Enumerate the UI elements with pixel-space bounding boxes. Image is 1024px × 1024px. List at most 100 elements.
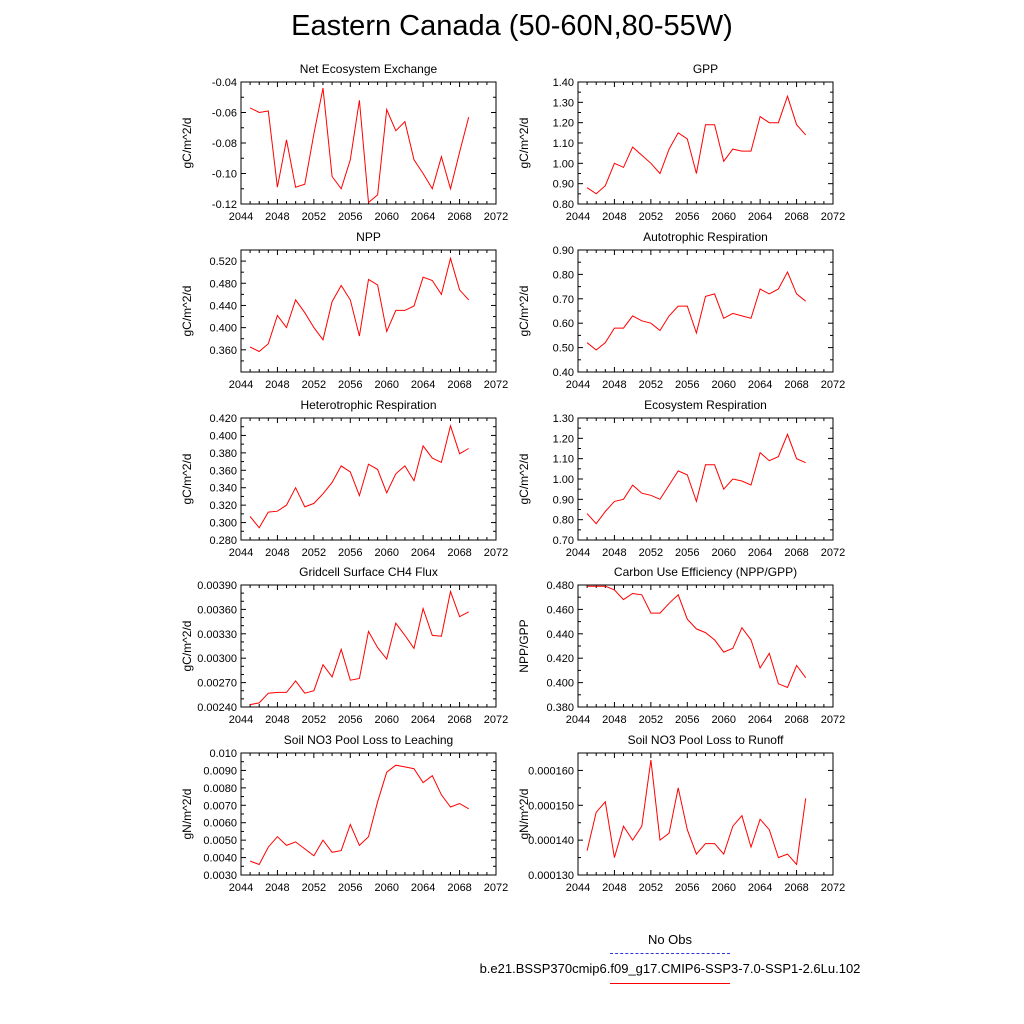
legend-obs-line: [610, 953, 730, 954]
legend-obs-label: No Obs: [647, 932, 693, 947]
x-tick-label: 2052: [302, 714, 326, 726]
x-tick-label: 2048: [265, 547, 289, 559]
x-tick-label: 2060: [374, 882, 398, 894]
y-tick-label: 1.00: [553, 158, 574, 170]
x-tick-label: 2052: [639, 379, 663, 391]
plot-frame: [240, 249, 497, 373]
panel-title: Ecosystem Respiration: [644, 398, 767, 412]
x-tick-label: 2072: [821, 882, 845, 894]
y-tick-label: 0.360: [209, 465, 237, 477]
plot-frame: [577, 249, 834, 373]
x-tick-label: 2072: [821, 547, 845, 559]
panel-title: Carbon Use Efficiency (NPP/GPP): [614, 565, 797, 579]
y-tick-label: 0.480: [209, 278, 237, 290]
panel-nee: 2044 2048 2052 2056 2060 2064 2068 2072 -0.12 -0.…: [180, 62, 508, 223]
x-tick-label: 2072: [484, 547, 508, 559]
x-tick-label: 2060: [374, 211, 398, 223]
y-axis-label: gC/m^2/d: [180, 286, 194, 337]
x-tick-label: 2056: [675, 379, 699, 391]
x-tick-label: 2044: [229, 882, 253, 894]
x-tick-label: 2052: [639, 882, 663, 894]
figure-title: Eastern Canada (50-60N,80-55W): [291, 10, 733, 42]
x-tick-label: 2068: [447, 714, 471, 726]
x-tick-label: 2060: [711, 211, 735, 223]
x-tick-label: 2052: [639, 211, 663, 223]
y-tick-label: 1.20: [553, 118, 574, 130]
y-tick-label: 1.40: [553, 77, 574, 89]
y-tick-label: 0.00300: [197, 653, 237, 665]
y-tick-label: 1.10: [553, 454, 574, 466]
y-tick-label: 0.460: [546, 604, 574, 616]
panel-leach: 2044 2048 2052 2056 2060 2064 2068 2072 0.0030 0.…: [180, 733, 508, 894]
x-tick-label: 2044: [566, 379, 590, 391]
x-tick-label: 2048: [265, 379, 289, 391]
y-tick-label: 0.420: [546, 653, 574, 665]
x-tick-label: 2048: [602, 547, 626, 559]
panel-title: GPP: [693, 62, 718, 76]
plot-frame: [240, 752, 497, 876]
y-tick-label: 0.60: [553, 318, 574, 330]
x-tick-label: 2060: [711, 714, 735, 726]
x-tick-label: 2060: [711, 379, 735, 391]
y-tick-label: 0.80: [553, 269, 574, 281]
x-tick-label: 2064: [748, 379, 772, 391]
x-tick-label: 2048: [602, 714, 626, 726]
x-tick-label: 2060: [374, 379, 398, 391]
y-axis-label: gN/m^2/d: [517, 789, 531, 840]
y-tick-label: 0.0030: [203, 870, 237, 882]
x-tick-label: 2052: [302, 547, 326, 559]
panel-runoff: 2044 2048 2052 2056 2060 2064 2068 2072 0.000130…: [517, 733, 845, 894]
x-tick-label: 2064: [411, 882, 435, 894]
y-tick-label: 0.420: [209, 413, 237, 425]
x-tick-label: 2056: [338, 882, 362, 894]
panel-title: NPP: [356, 230, 381, 244]
y-axis-label: gC/m^2/d: [180, 454, 194, 505]
x-tick-label: 2056: [675, 211, 699, 223]
x-tick-label: 2056: [338, 714, 362, 726]
x-tick-label: 2052: [302, 882, 326, 894]
y-tick-label: 0.00390: [197, 580, 237, 592]
y-tick-label: 0.00330: [197, 629, 237, 641]
panel-title: Soil NO3 Pool Loss to Leaching: [284, 733, 453, 747]
x-tick-label: 2072: [821, 379, 845, 391]
y-tick-label: 0.0050: [203, 835, 237, 847]
plot-frame: [240, 417, 497, 541]
y-tick-label: 0.90: [553, 494, 574, 506]
panel-title: Net Ecosystem Exchange: [300, 62, 438, 76]
y-tick-label: 1.10: [553, 138, 574, 150]
y-tick-label: 0.0040: [203, 853, 237, 865]
panel-ar: 2044 2048 2052 2056 2060 2064 2068 2072 0.40 0.50…: [517, 230, 845, 391]
x-tick-label: 2064: [748, 547, 772, 559]
series-line-nee: [249, 88, 470, 204]
x-tick-label: 2048: [265, 882, 289, 894]
y-tick-label: 0.440: [546, 629, 574, 641]
y-tick-label: -0.12: [212, 199, 237, 211]
x-tick-label: 2056: [675, 714, 699, 726]
y-tick-label: -0.04: [212, 77, 237, 89]
x-tick-label: 2056: [338, 547, 362, 559]
x-tick-label: 2048: [265, 714, 289, 726]
y-tick-label: 0.480: [546, 580, 574, 592]
y-tick-label: 0.0070: [203, 800, 237, 812]
x-tick-label: 2072: [484, 882, 508, 894]
plot-frame: [577, 584, 834, 708]
y-tick-label: 0.400: [546, 678, 574, 690]
panel-title: Soil NO3 Pool Loss to Runoff: [628, 733, 785, 747]
y-tick-label: 0.360: [209, 345, 237, 357]
plot-frame: [577, 417, 834, 541]
y-axis-label: gC/m^2/d: [517, 286, 531, 337]
series-line-gpp: [586, 94, 807, 195]
series-line-ar: [586, 270, 807, 351]
series-line-er: [586, 432, 806, 525]
panel-hr: 2044 2048 2052 2056 2060 2064 2068 2072 0.280 0.3…: [180, 398, 508, 559]
series-line-cue: [587, 585, 807, 689]
y-tick-label: 0.320: [209, 500, 237, 512]
y-tick-label: 0.010: [209, 748, 237, 760]
panel-cue: 2044 2048 2052 2056 2060 2064 2068 2072 0.380 0.4…: [517, 565, 845, 726]
y-tick-label: 0.80: [553, 515, 574, 527]
y-tick-label: 0.000130: [528, 870, 574, 882]
y-tick-label: 0.0060: [203, 818, 237, 830]
y-tick-label: 0.70: [553, 535, 574, 547]
y-tick-label: 0.000140: [528, 835, 574, 847]
legend-case-label: b.e21.BSSP370cmip6.f09_g17.CMIP6-SSP3-7.…: [479, 961, 861, 976]
